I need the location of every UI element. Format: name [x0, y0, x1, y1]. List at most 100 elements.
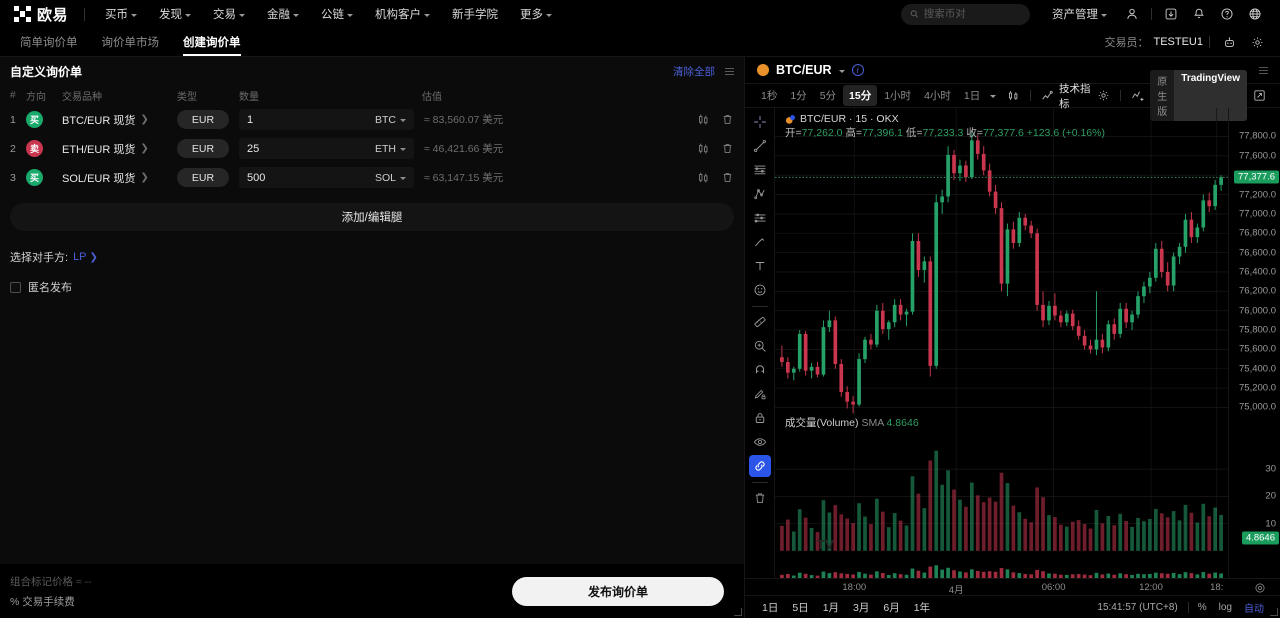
chart-settings-icon[interactable]	[1093, 87, 1114, 104]
quantity-unit-selector[interactable]: BTC	[375, 114, 406, 126]
emoji-icon[interactable]	[749, 279, 771, 301]
anonymous-checkbox[interactable]	[10, 281, 21, 293]
settings-icon[interactable]	[1244, 31, 1270, 53]
panel-menu-icon[interactable]	[725, 67, 734, 75]
robot-icon[interactable]	[1216, 31, 1242, 53]
eye-icon[interactable]	[749, 431, 771, 453]
timeframe-1h[interactable]: 1小时	[884, 90, 912, 102]
add-edit-leg-button[interactable]: 添加/编辑腿	[10, 203, 734, 231]
lock-icon[interactable]	[749, 407, 771, 429]
trash-icon[interactable]	[749, 487, 771, 509]
magnet-icon[interactable]	[749, 359, 771, 381]
delete-icon[interactable]	[721, 113, 734, 126]
pattern-icon[interactable]	[749, 207, 771, 229]
candlestick-icon[interactable]	[697, 113, 710, 126]
crosshair-icon[interactable]	[749, 111, 771, 133]
candlestick-icon[interactable]	[697, 171, 710, 184]
ruler-icon[interactable]	[749, 311, 771, 333]
log-scale-button[interactable]: log	[1218, 601, 1232, 613]
quantity-input[interactable]	[247, 171, 375, 184]
timeframe-4h[interactable]: 4小时	[924, 90, 951, 102]
chart-menu-icon[interactable]	[1259, 66, 1268, 74]
range-1mo[interactable]: 1月	[822, 601, 840, 614]
range-6mo[interactable]: 6月	[883, 601, 900, 614]
clear-all-button[interactable]: 清除全部	[673, 65, 715, 78]
candlestick-icon[interactable]	[697, 142, 710, 155]
row-side[interactable]: 买	[26, 169, 62, 186]
tab-create-rfq[interactable]: 创建询价单	[173, 28, 251, 56]
type-pill[interactable]: EUR	[177, 139, 229, 159]
row-quantity[interactable]: BTC	[239, 109, 414, 130]
quantity-unit-selector[interactable]: ETH	[375, 143, 406, 155]
tab-rfq-market[interactable]: 询价单市场	[92, 28, 170, 56]
download-icon[interactable]	[1158, 3, 1184, 25]
timeframe-5m[interactable]: 5分	[819, 90, 837, 102]
timeframe-15m[interactable]: 15分	[843, 85, 878, 106]
brush-icon[interactable]	[749, 231, 771, 253]
tab-simple-rfq[interactable]: 简单询价单	[10, 28, 88, 56]
nav-item-academy[interactable]: 新手学院	[442, 1, 508, 27]
nav-item-discover[interactable]: 发现	[149, 1, 201, 27]
delete-icon[interactable]	[721, 171, 734, 184]
view-mode-native[interactable]: 原生版	[1157, 77, 1168, 118]
bell-icon[interactable]	[1186, 3, 1212, 25]
nav-item-more[interactable]: 更多	[510, 1, 562, 27]
timeframe-1d[interactable]: 1日	[963, 90, 981, 102]
view-mode-tradingview[interactable]: TradingView	[1174, 70, 1247, 121]
percent-scale-button[interactable]: %	[1197, 601, 1207, 613]
type-pill[interactable]: EUR	[177, 168, 229, 188]
chart-resize-handle[interactable]	[1270, 608, 1278, 616]
indicators-label[interactable]: 技术指标	[1059, 82, 1091, 110]
row-quantity[interactable]: ETH	[239, 138, 414, 159]
range-5d[interactable]: 5日	[792, 601, 809, 614]
indicators-icon[interactable]	[1037, 87, 1058, 104]
range-1d[interactable]: 1日	[762, 601, 779, 614]
brand-logo[interactable]: 欧易	[8, 4, 74, 25]
user-icon[interactable]	[1119, 3, 1145, 25]
row-side[interactable]: 买	[26, 111, 62, 128]
chart-type-icon[interactable]	[1003, 87, 1024, 104]
time-axis[interactable]: 18:00 4月 06:00 12:00 18:	[745, 578, 1280, 596]
row-side[interactable]: 卖	[26, 140, 62, 157]
timeframe-1m[interactable]: 1分	[790, 90, 807, 102]
trend-line-icon[interactable]	[749, 135, 771, 157]
resize-handle[interactable]	[734, 608, 742, 616]
row-instrument[interactable]: ETH/EUR 现货 ❯	[62, 141, 177, 157]
link-icon[interactable]	[748, 455, 771, 477]
assets-management-menu[interactable]: 资产管理	[1042, 1, 1117, 27]
help-icon[interactable]	[1214, 3, 1240, 25]
pitchfork-icon[interactable]	[749, 183, 771, 205]
type-pill[interactable]: EUR	[177, 110, 229, 130]
nav-item-buy-crypto[interactable]: 买币	[95, 1, 147, 27]
chevron-down-icon[interactable]	[838, 69, 845, 73]
row-instrument[interactable]: BTC/EUR 现货 ❯	[62, 112, 177, 128]
row-quantity[interactable]: SOL	[239, 167, 414, 188]
plot-area[interactable]: BTC/EUR · 15 · OKX 开=77,262.0 高=77,396.1…	[775, 108, 1228, 578]
price-axis[interactable]: 77,800.077,600.077,400.077,200.077,000.0…	[1228, 108, 1280, 578]
chart-overview-strip[interactable]	[775, 564, 1228, 578]
publish-rfq-button[interactable]: 发布询价单	[512, 576, 724, 606]
info-icon[interactable]: i	[851, 64, 864, 76]
quantity-unit-selector[interactable]: SOL	[375, 172, 406, 184]
chevron-down-icon[interactable]	[990, 95, 997, 98]
time-axis-settings-icon[interactable]	[1254, 581, 1266, 599]
range-1y[interactable]: 1年	[913, 601, 931, 614]
quantity-input[interactable]	[247, 142, 375, 155]
pencil-lock-icon[interactable]	[749, 383, 771, 405]
compare-icon[interactable]	[1127, 87, 1149, 104]
auto-scale-button[interactable]: 自动	[1244, 603, 1264, 615]
nav-item-trade[interactable]: 交易	[203, 1, 255, 27]
quantity-input[interactable]	[247, 113, 375, 126]
nav-item-finance[interactable]: 金融	[257, 1, 309, 27]
magnifier-icon[interactable]	[749, 335, 771, 357]
search-input[interactable]	[923, 8, 1021, 20]
horizontal-lines-icon[interactable]	[749, 159, 771, 181]
nav-item-institutional[interactable]: 机构客户	[365, 1, 440, 27]
globe-icon[interactable]	[1242, 3, 1268, 25]
row-instrument[interactable]: SOL/EUR 现货 ❯	[62, 170, 177, 186]
timeframe-1s[interactable]: 1秒	[761, 90, 778, 102]
fullscreen-icon[interactable]	[1249, 87, 1270, 104]
counterparty-value[interactable]: LP	[73, 251, 87, 263]
chevron-right-icon[interactable]: ❯	[89, 251, 98, 263]
delete-icon[interactable]	[721, 142, 734, 155]
